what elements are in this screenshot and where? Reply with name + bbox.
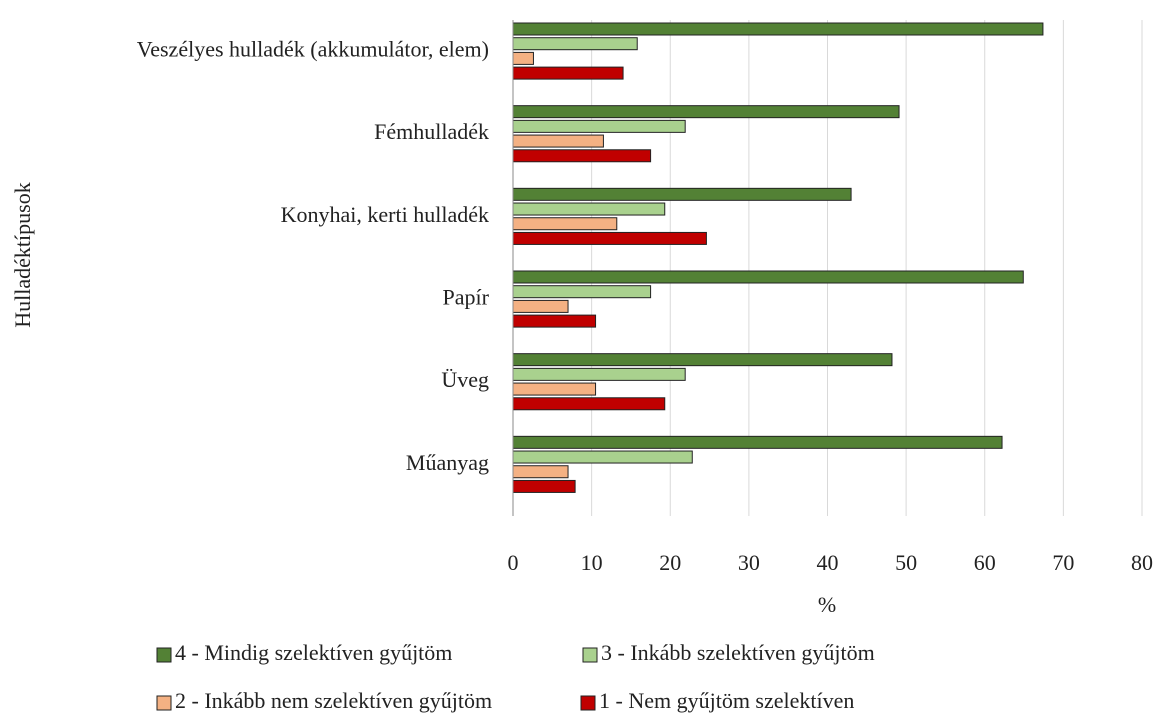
bar [512, 285, 652, 299]
y-tick-label: Fémhulladék [374, 119, 489, 144]
bar [512, 382, 597, 396]
bar [512, 202, 666, 216]
bar [512, 187, 852, 201]
x-tick-label: 0 [508, 550, 519, 575]
bar [512, 22, 1044, 36]
bar [512, 51, 534, 65]
legend-label: 1 - Nem gyűjtöm szelektíven [599, 688, 854, 713]
bar [512, 119, 686, 133]
bar [512, 217, 618, 231]
x-tick-label: 80 [1131, 550, 1153, 575]
bar [512, 367, 686, 381]
bar [512, 479, 576, 493]
y-tick-label: Üveg [441, 367, 489, 392]
x-tick-label: 40 [817, 550, 839, 575]
x-tick-label: 50 [895, 550, 917, 575]
legend-swatch [580, 695, 596, 711]
bar [512, 149, 652, 163]
bar [512, 37, 638, 51]
legend-label: 3 - Inkább szelektíven gyűjtöm [601, 640, 875, 665]
y-tick-label: Konyhai, kerti hulladék [281, 202, 489, 227]
bar [512, 299, 569, 313]
bar [512, 314, 597, 328]
y-axis-title: Hulladéktípusok [10, 182, 35, 327]
bar [512, 105, 900, 119]
legend-swatch [582, 647, 598, 663]
x-axis-title: % [818, 592, 836, 617]
legend-label: 4 - Mindig szelektíven gyűjtöm [175, 640, 452, 665]
bar [512, 465, 569, 479]
bar [512, 270, 1024, 284]
x-tick-label: 30 [738, 550, 760, 575]
x-tick-label: 20 [659, 550, 681, 575]
y-tick-label: Papír [443, 284, 490, 309]
bar [512, 450, 693, 464]
bar [512, 397, 666, 411]
legend-swatch [156, 647, 172, 663]
x-tick-label: 10 [581, 550, 603, 575]
legend-swatch [156, 695, 172, 711]
x-tick-label: 70 [1052, 550, 1074, 575]
legend-label: 2 - Inkább nem szelektíven gyűjtöm [175, 688, 492, 713]
x-tick-label: 60 [974, 550, 996, 575]
bar [512, 231, 707, 245]
y-tick-label: Veszélyes hulladék (akkumulátor, elem) [137, 36, 489, 61]
bar [512, 435, 1003, 449]
bar [512, 353, 893, 367]
bar [512, 134, 604, 148]
y-tick-label: Műanyag [406, 450, 489, 475]
bar [512, 66, 624, 80]
